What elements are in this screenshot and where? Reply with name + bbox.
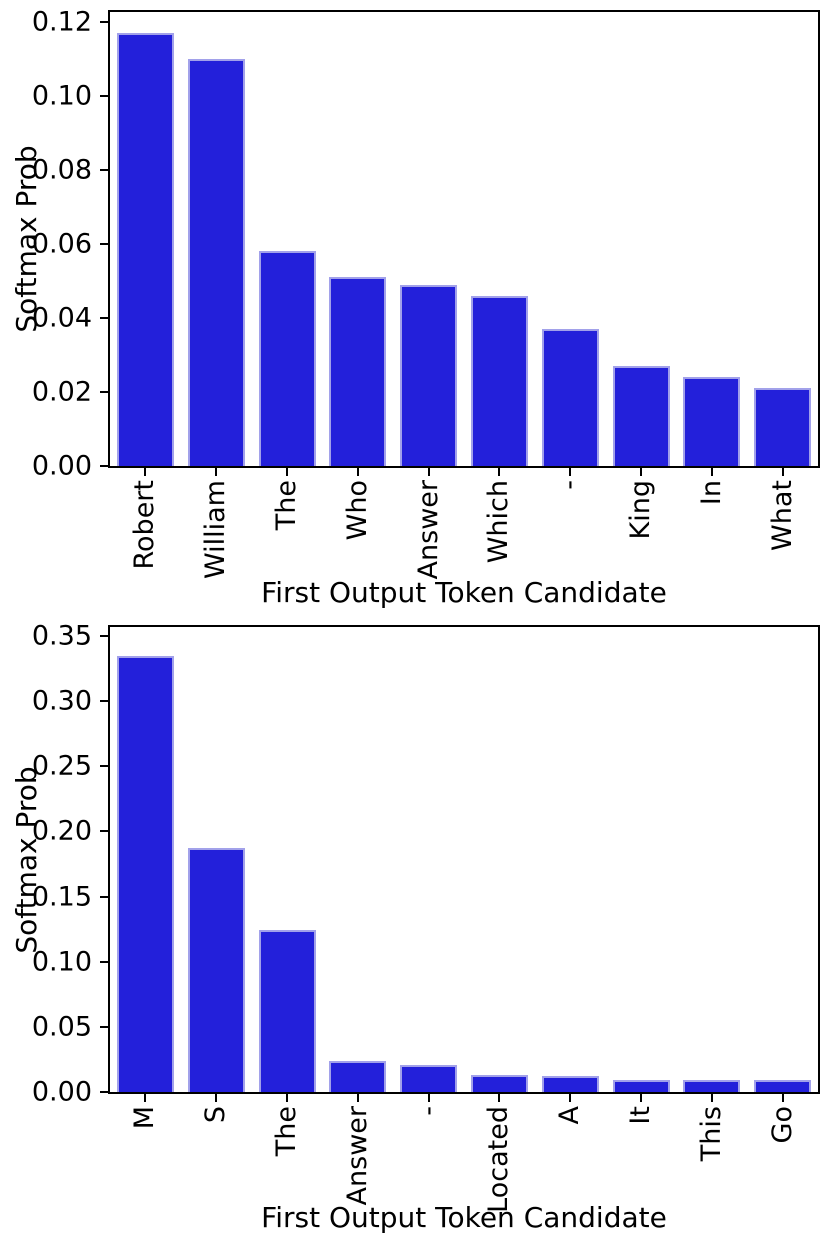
x-tick-mark — [640, 468, 642, 476]
x-tick-label-Robert: Robert — [129, 480, 160, 570]
x-tick-mark — [286, 1094, 288, 1102]
x-tick-label-Go: Go — [767, 1106, 798, 1144]
bar-Located — [471, 1075, 528, 1092]
y-tick-mark — [100, 391, 108, 393]
x-tick-mark — [782, 468, 784, 476]
x-tick-label--: - — [413, 1106, 444, 1116]
bottom-chart-plot-area — [108, 625, 820, 1094]
bar-The — [259, 930, 316, 1092]
x-tick-label-Answer: Answer — [413, 480, 444, 580]
x-tick-label-M: M — [129, 1106, 160, 1130]
x-tick-label-In: In — [696, 480, 727, 506]
y-tick-mark — [100, 169, 108, 171]
x-tick-mark — [498, 1094, 500, 1102]
y-tick-label: 0.35 — [31, 620, 92, 652]
y-tick-mark — [100, 765, 108, 767]
x-tick-label-Which: Which — [483, 480, 514, 564]
y-tick-label: 0.02 — [31, 376, 92, 408]
x-tick-label-King: King — [625, 480, 656, 540]
bar-It — [613, 1080, 670, 1092]
y-tick-label: 0.30 — [31, 685, 92, 717]
x-tick-label-The: The — [271, 480, 302, 531]
y-tick-mark — [100, 700, 108, 702]
bar-Which — [471, 296, 528, 466]
bar-Answer — [329, 1061, 386, 1092]
y-tick-mark — [100, 1091, 108, 1093]
x-tick-mark — [357, 468, 359, 476]
y-tick-label: 0.20 — [31, 815, 92, 847]
y-tick-mark — [100, 635, 108, 637]
bar-The — [259, 251, 316, 466]
y-tick-mark — [100, 21, 108, 23]
x-tick-mark — [428, 468, 430, 476]
bar-Answer — [400, 285, 457, 466]
top-chart-plot-area — [108, 10, 820, 468]
bar-M — [117, 656, 174, 1092]
x-tick-label-William: William — [200, 480, 231, 579]
x-tick-label-A: A — [554, 1106, 585, 1125]
x-tick-mark — [144, 468, 146, 476]
x-tick-mark — [782, 1094, 784, 1102]
x-tick-mark — [286, 468, 288, 476]
x-tick-label-What: What — [767, 480, 798, 551]
x-tick-label-S: S — [200, 1106, 231, 1124]
y-tick-mark — [100, 961, 108, 963]
bar-Who — [329, 277, 386, 466]
x-tick-label-Located: Located — [483, 1106, 514, 1213]
bottom-chart-x-axis-title: First Output Token Candidate — [261, 1201, 667, 1234]
x-tick-mark — [640, 1094, 642, 1102]
x-tick-label--: - — [554, 480, 585, 490]
x-tick-mark — [498, 468, 500, 476]
y-tick-mark — [100, 317, 108, 319]
x-tick-mark — [569, 1094, 571, 1102]
y-tick-label: 0.00 — [31, 450, 92, 482]
y-tick-mark — [100, 95, 108, 97]
x-tick-mark — [711, 1094, 713, 1102]
bar-Robert — [117, 33, 174, 466]
y-tick-label: 0.25 — [31, 750, 92, 782]
bar-Go — [754, 1080, 811, 1092]
y-tick-label: 0.10 — [31, 80, 92, 112]
y-tick-label: 0.12 — [31, 6, 92, 38]
bar-In — [683, 377, 740, 466]
y-tick-label: 0.04 — [31, 302, 92, 334]
x-tick-mark — [569, 468, 571, 476]
y-tick-mark — [100, 465, 108, 467]
y-tick-mark — [100, 1026, 108, 1028]
x-tick-label-This: This — [696, 1106, 727, 1162]
x-tick-label-Answer: Answer — [342, 1106, 373, 1206]
x-tick-label-It: It — [625, 1106, 656, 1125]
bar-What — [754, 388, 811, 466]
bar-William — [188, 59, 245, 466]
y-tick-label: 0.06 — [31, 228, 92, 260]
x-tick-mark — [215, 468, 217, 476]
bar-This — [683, 1080, 740, 1092]
y-tick-label: 0.15 — [31, 881, 92, 913]
x-tick-mark — [428, 1094, 430, 1102]
bar-- — [542, 329, 599, 466]
bar-King — [613, 366, 670, 466]
top-chart-x-axis-title: First Output Token Candidate — [261, 576, 667, 609]
x-tick-mark — [711, 468, 713, 476]
y-tick-label: 0.08 — [31, 154, 92, 186]
bar-- — [400, 1065, 457, 1092]
y-tick-mark — [100, 243, 108, 245]
bottom-chart-y-axis-title: Softmax Prob — [10, 766, 43, 954]
y-tick-label: 0.00 — [31, 1076, 92, 1108]
x-tick-mark — [144, 1094, 146, 1102]
x-tick-mark — [215, 1094, 217, 1102]
y-tick-mark — [100, 896, 108, 898]
y-tick-mark — [100, 830, 108, 832]
y-tick-label: 0.05 — [31, 1011, 92, 1043]
bar-S — [188, 848, 245, 1092]
bar-A — [542, 1076, 599, 1092]
x-tick-label-Who: Who — [342, 480, 373, 541]
x-tick-mark — [357, 1094, 359, 1102]
x-tick-label-The: The — [271, 1106, 302, 1157]
y-tick-label: 0.10 — [31, 946, 92, 978]
